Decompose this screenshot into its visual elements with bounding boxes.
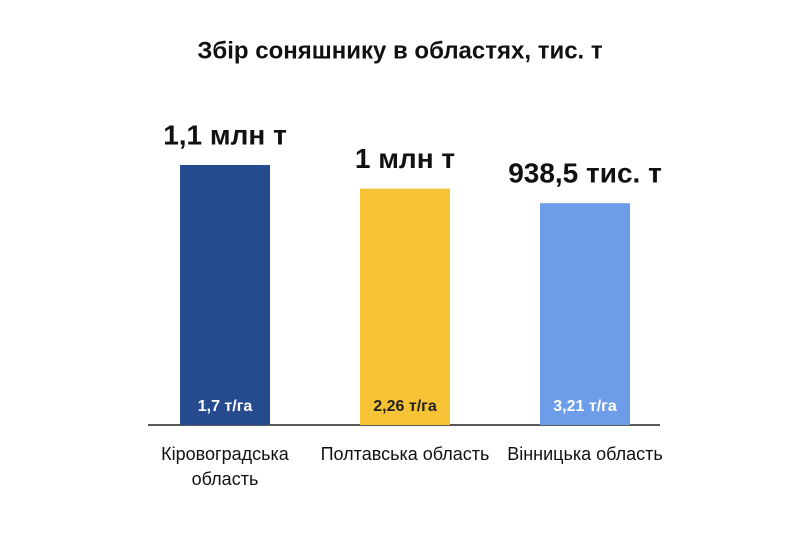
bar bbox=[180, 165, 270, 425]
x-tick-label: Кіровоградська область bbox=[161, 444, 289, 489]
bar-annotation: 2,26 т/га bbox=[373, 398, 437, 415]
x-tick-label: Вінницька область bbox=[507, 444, 663, 464]
chart-title: Збір соняшнику в областях, тис. т bbox=[197, 37, 603, 64]
value-label: 938,5 тис. т bbox=[508, 158, 662, 189]
bar-annotation: 3,21 т/га bbox=[553, 398, 617, 415]
value-label: 1 млн т bbox=[355, 143, 455, 174]
bar bbox=[540, 203, 630, 425]
bar-annotation: 1,7 т/га bbox=[198, 398, 253, 415]
bar bbox=[360, 188, 450, 425]
value-label: 1,1 млн т bbox=[163, 119, 287, 150]
x-tick-label: Полтавська область bbox=[320, 444, 490, 464]
